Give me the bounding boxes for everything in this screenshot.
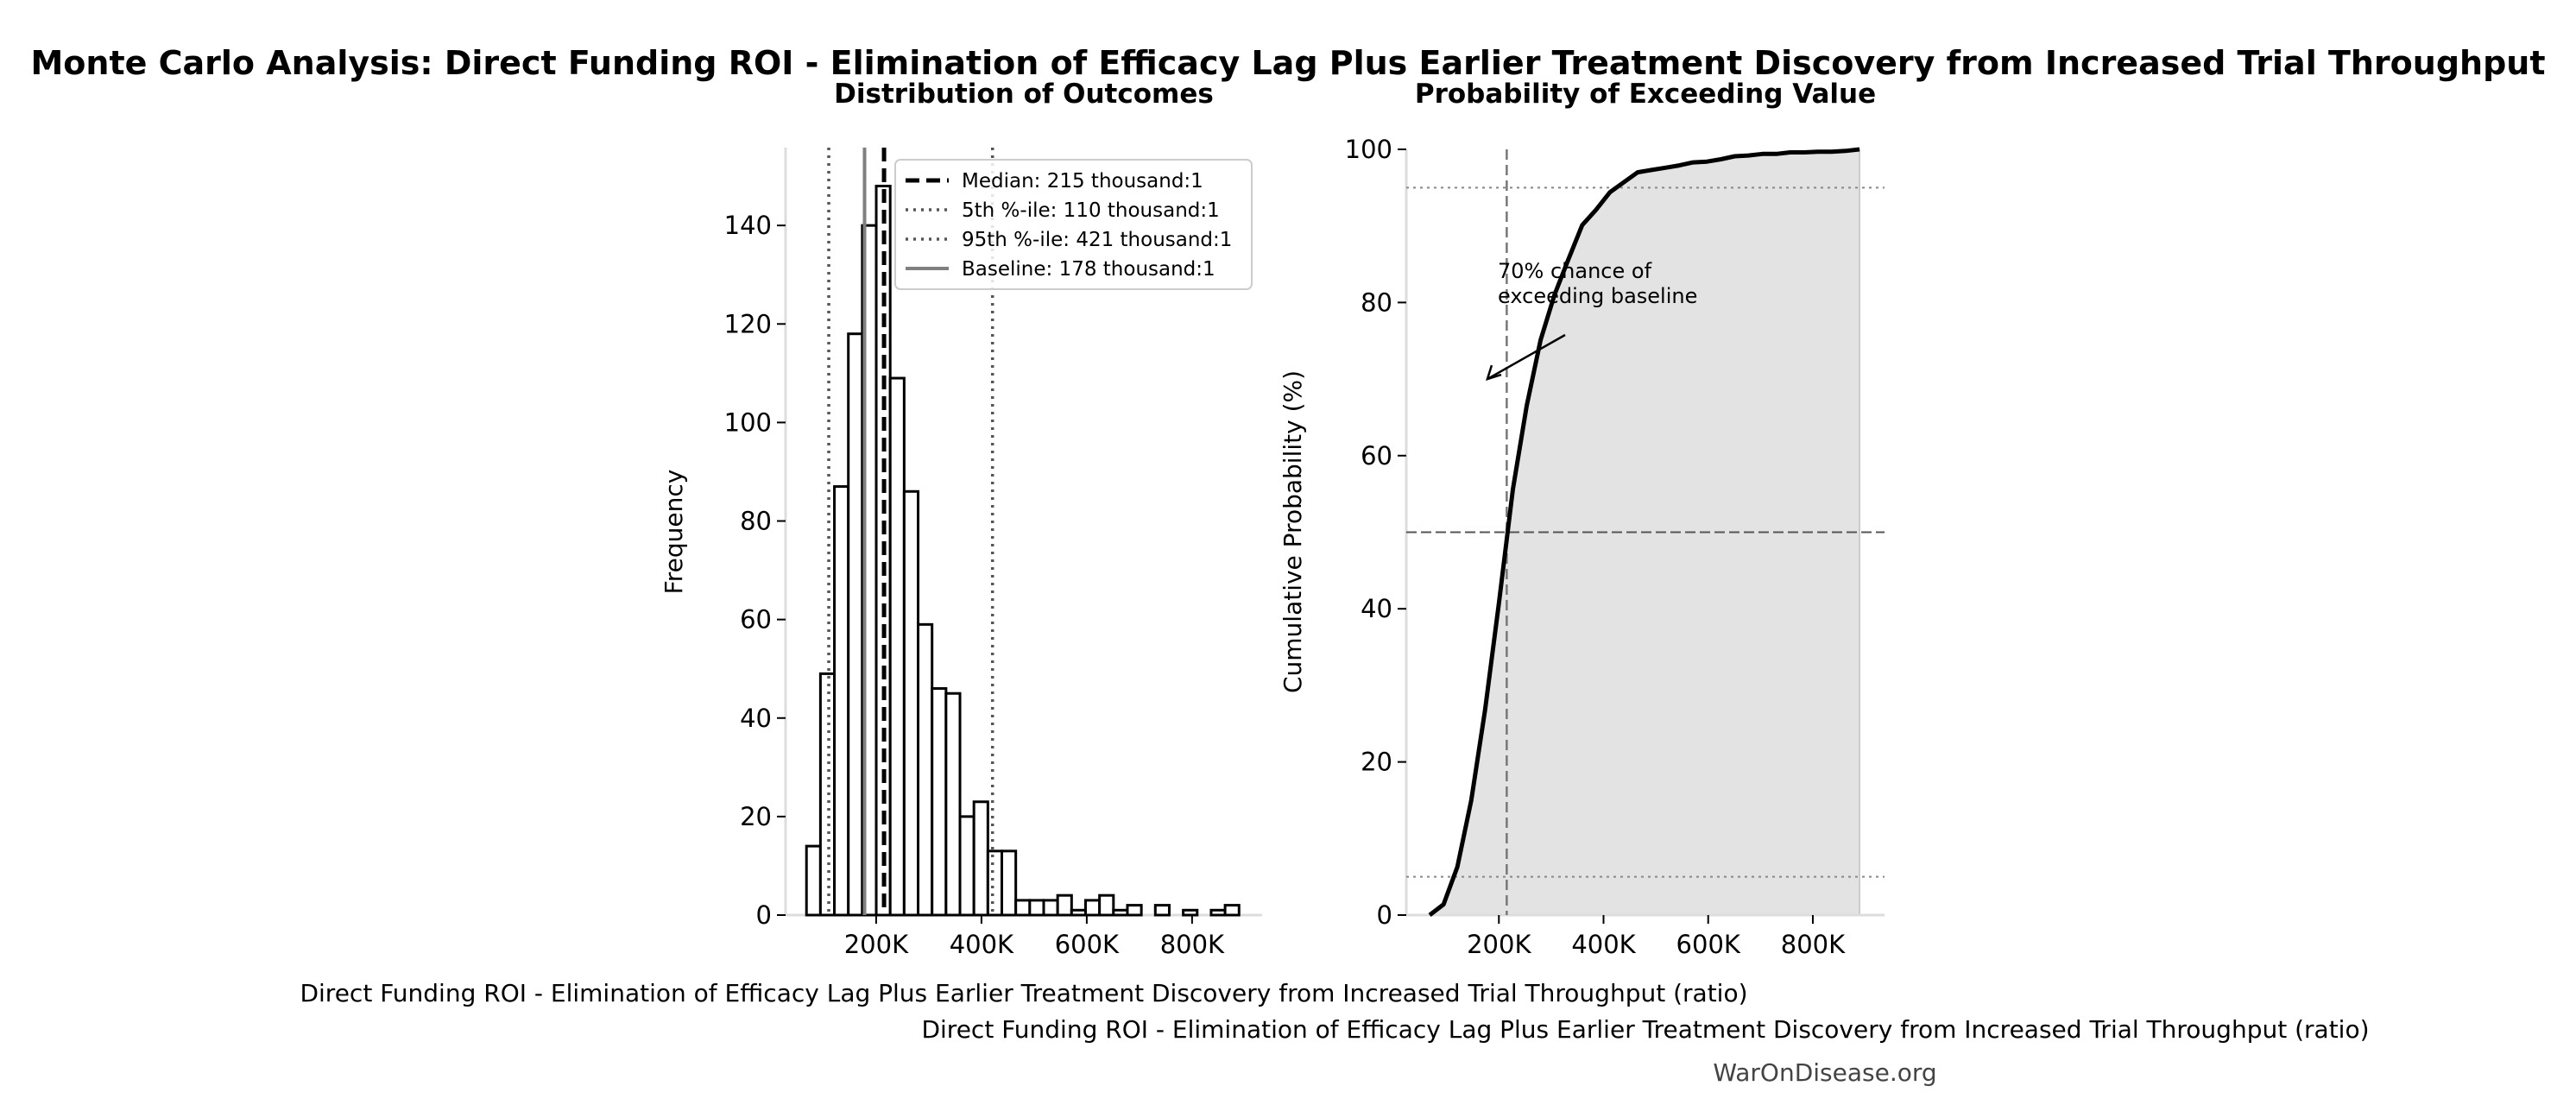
y-tick-label: 60 bbox=[740, 605, 772, 635]
legend-label: 95th %-ile: 421 thousand:1 bbox=[962, 229, 1232, 251]
y-tick-label: 100 bbox=[724, 407, 772, 437]
histogram-bar bbox=[1014, 899, 1032, 917]
histogram-title: Distribution of Outcomes bbox=[834, 79, 1214, 110]
annotation-text: exceeding baseline bbox=[1498, 284, 1697, 308]
histogram-xlabel: Direct Funding ROI - Elimination of Effi… bbox=[300, 979, 1747, 1007]
cdf-panel: Probability of Exceeding Value Cumulativ… bbox=[921, 79, 2369, 1044]
y-tick-label: 20 bbox=[740, 802, 772, 831]
histogram-bar bbox=[1153, 904, 1171, 917]
legend-label: 5th %-ile: 110 thousand:1 bbox=[962, 199, 1220, 222]
y-tick-label: 0 bbox=[1377, 900, 1392, 930]
x-tick-label: 200K bbox=[1467, 930, 1531, 959]
legend-label: Baseline: 178 thousand:1 bbox=[962, 258, 1215, 281]
histogram-bar bbox=[1042, 899, 1059, 917]
annotation-text: 70% chance of bbox=[1498, 259, 1652, 283]
histogram-bar bbox=[1112, 908, 1129, 917]
cdf-ylabel: Cumulative Probability (%) bbox=[1279, 370, 1307, 693]
x-tick-label: 600K bbox=[1676, 930, 1741, 959]
histogram-bar bbox=[805, 844, 822, 917]
y-tick-label: 80 bbox=[740, 507, 772, 536]
y-tick-label: 20 bbox=[1361, 748, 1392, 777]
histogram-bar bbox=[944, 691, 962, 917]
x-tick-label: 400K bbox=[950, 930, 1014, 959]
histogram-bar bbox=[1098, 893, 1115, 917]
y-tick-label: 80 bbox=[1361, 287, 1392, 317]
x-tick-label: 800K bbox=[1781, 930, 1846, 959]
histogram-bar bbox=[1209, 908, 1227, 917]
x-tick-label: 600K bbox=[1055, 930, 1120, 959]
histogram-bar bbox=[847, 332, 864, 917]
histogram-bar bbox=[1182, 908, 1199, 917]
y-tick-label: 100 bbox=[1345, 135, 1392, 164]
histogram-bar bbox=[1223, 904, 1241, 917]
histogram-bar bbox=[931, 687, 948, 917]
y-tick-label: 0 bbox=[756, 900, 772, 930]
figure-title: Monte Carlo Analysis: Direct Funding ROI… bbox=[30, 44, 2545, 82]
histogram-bar bbox=[1126, 904, 1143, 917]
watermark: WarOnDisease.org bbox=[1713, 1058, 1936, 1087]
x-tick-label: 400K bbox=[1571, 930, 1636, 959]
histogram-bar bbox=[1070, 908, 1087, 917]
y-tick-label: 60 bbox=[1361, 441, 1392, 470]
legend-label: Median: 215 thousand:1 bbox=[962, 170, 1203, 193]
cdf-title: Probability of Exceeding Value bbox=[1415, 79, 1876, 110]
legend-box bbox=[894, 159, 1253, 290]
histogram-bar bbox=[1001, 849, 1018, 917]
y-tick-label: 40 bbox=[1361, 594, 1392, 623]
histogram-bar bbox=[1056, 893, 1073, 917]
histogram-bar bbox=[972, 800, 989, 917]
cdf-line bbox=[1428, 147, 1860, 917]
arrowhead-icon bbox=[1486, 364, 1502, 382]
histogram-bar bbox=[1028, 899, 1045, 917]
annotation-arrow bbox=[1487, 333, 1566, 381]
histogram-bar bbox=[986, 849, 1004, 917]
histogram-panel: Distribution of Outcomes Frequency Direc… bbox=[300, 79, 1747, 1007]
y-tick-label: 120 bbox=[724, 309, 772, 338]
x-tick-label: 200K bbox=[844, 930, 909, 959]
histogram-bar bbox=[917, 622, 934, 917]
histogram-bar bbox=[958, 815, 975, 917]
histogram-bar bbox=[833, 485, 850, 917]
x-tick-label: 800K bbox=[1160, 930, 1225, 959]
histogram-bar bbox=[888, 376, 906, 917]
y-tick-label: 140 bbox=[724, 211, 772, 240]
histogram-bar bbox=[902, 489, 920, 917]
histogram-ylabel: Frequency bbox=[660, 470, 688, 595]
y-tick-label: 40 bbox=[740, 704, 772, 733]
cdf-xlabel: Direct Funding ROI - Elimination of Effi… bbox=[921, 1015, 2369, 1044]
histogram-bar bbox=[1083, 899, 1102, 917]
